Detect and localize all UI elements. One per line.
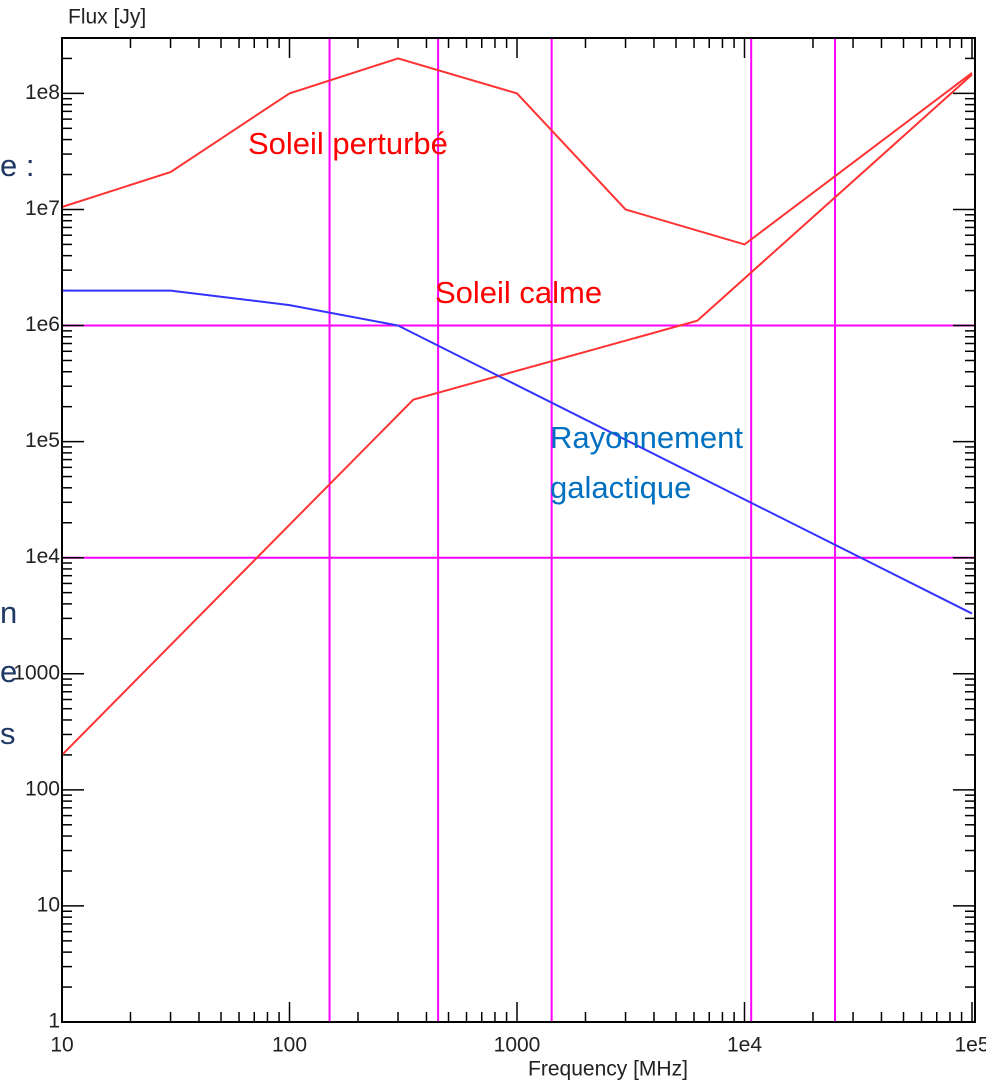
y-tick-label: 1e7 [25,197,60,220]
y-tick-label: 1e5 [25,429,60,452]
annotation: Rayonnement [550,420,743,455]
x-axis-title: Frequency [MHz] [528,1058,688,1081]
y-tick-label: 1e4 [25,545,60,568]
series-line [61,73,973,756]
background-text: e : [0,148,34,183]
background-text: s [0,716,16,751]
annotation: Soleil perturbé [248,126,448,161]
background-text: e [0,654,17,689]
annotation: galactique [550,470,691,505]
y-tick-label: 1 [48,1010,60,1033]
y-tick-label: 100 [25,777,60,800]
series-line [62,289,973,615]
series-line [61,57,973,246]
annotation: Soleil calme [435,275,602,310]
x-tick-label: 100 [272,1034,307,1057]
y-tick-label: 10 [37,893,60,916]
y-axis-title: Flux [Jy] [68,6,146,29]
plot-frame [61,37,976,1023]
y-tick-label: 1e8 [25,81,60,104]
x-tick-label: 1e4 [727,1034,762,1057]
x-tick-label: 1e5 [954,1034,986,1057]
x-tick-label: 1000 [494,1034,541,1057]
x-tick-label: 10 [50,1034,73,1057]
y-tick-label: 1000 [13,661,60,684]
background-text: n [0,595,17,630]
y-tick-label: 1e6 [25,313,60,336]
